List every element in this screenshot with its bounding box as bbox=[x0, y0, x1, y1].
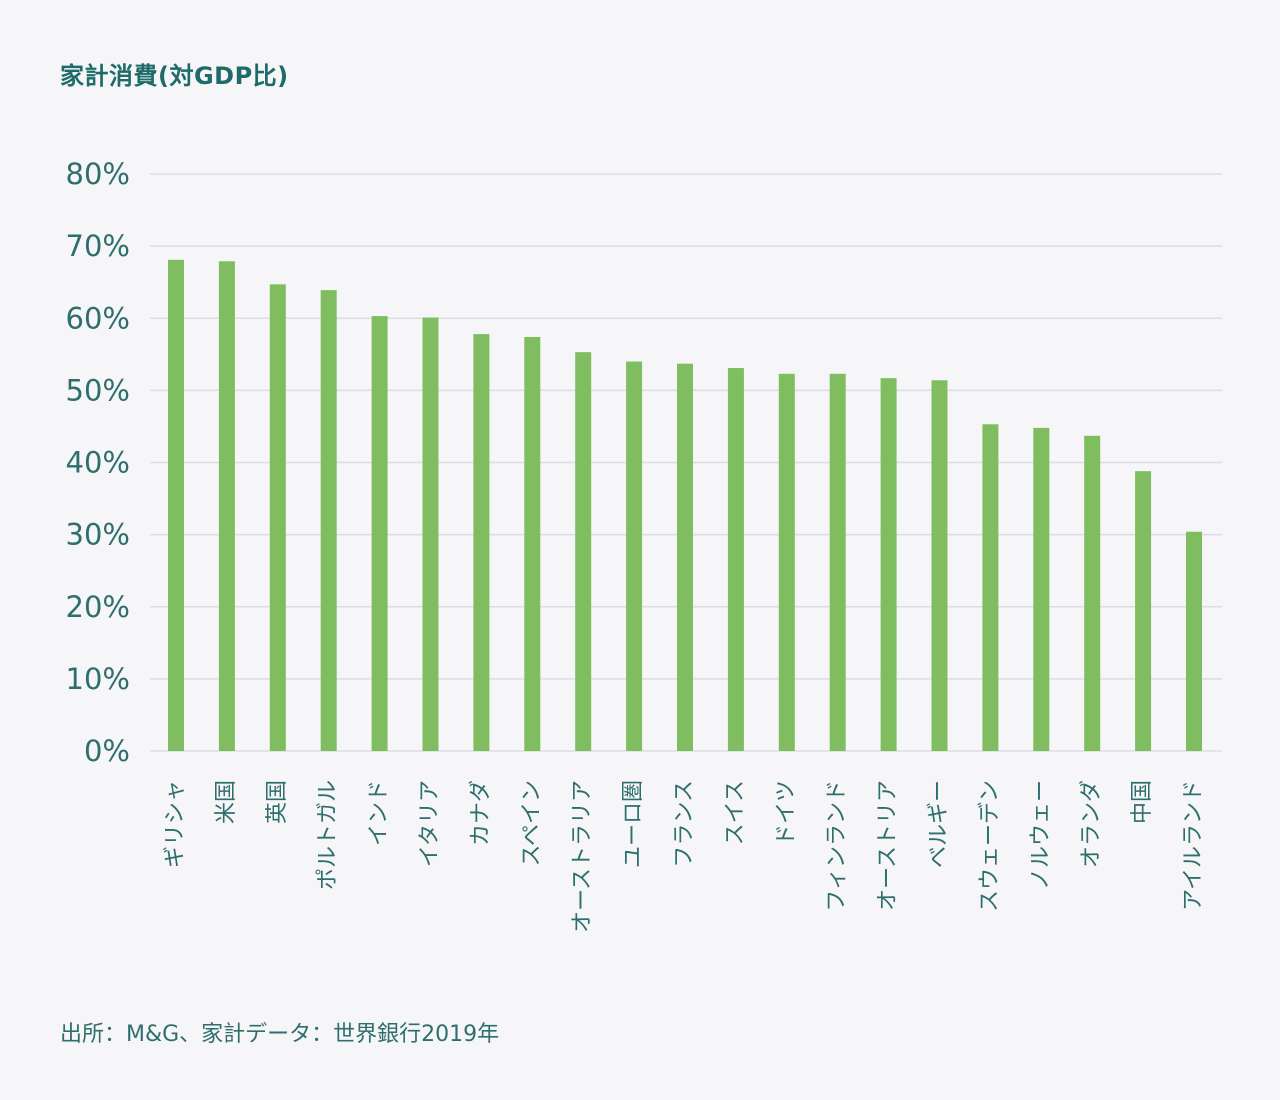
x-tick-label: 中国 bbox=[1130, 780, 1155, 824]
x-tick-label: ギリシャ bbox=[163, 780, 188, 868]
x-tick-label: ポルトガル bbox=[316, 780, 341, 890]
x-tick-label: フランス bbox=[672, 780, 697, 868]
x-tick-label: 米国 bbox=[214, 780, 239, 824]
x-axis-tick-labels: ギリシャ 米国 英国 ポルトガル インド イタリア カナダ スペイン オーストラリア ユーロ圏 フラ… bbox=[163, 780, 1206, 933]
x-tick-label: イタリア bbox=[418, 780, 443, 867]
bar bbox=[982, 424, 999, 751]
y-tick-label: 50% bbox=[66, 373, 130, 407]
y-tick-label: 70% bbox=[66, 229, 130, 263]
bar bbox=[371, 316, 388, 751]
bar bbox=[269, 284, 286, 751]
x-tick-label: 英国 bbox=[265, 780, 290, 824]
x-tick-label: オランダ bbox=[1079, 780, 1104, 868]
x-tick-label: スウェーデン bbox=[977, 780, 1002, 912]
x-tick-label: インド bbox=[367, 780, 392, 846]
bar bbox=[727, 368, 744, 751]
bar bbox=[320, 290, 337, 751]
bar bbox=[626, 361, 643, 751]
y-tick-label: 60% bbox=[66, 301, 130, 335]
y-tick-label: 80% bbox=[66, 157, 130, 191]
x-tick-label: フィンランド bbox=[825, 780, 850, 912]
y-tick-label: 20% bbox=[66, 590, 130, 624]
x-tick-label: オーストリア bbox=[876, 780, 901, 911]
y-tick-label: 30% bbox=[66, 518, 130, 552]
bar-chart: 0% 10% 20% 30% 40% 50% 60% 70% 80% ギリシャ 米国 英国 ポルトガル… bbox=[66, 157, 1222, 933]
x-tick-label: ユーロ圏 bbox=[621, 780, 646, 868]
bar bbox=[677, 363, 693, 751]
x-tick-label: ノルウェー bbox=[1028, 780, 1053, 890]
bar bbox=[218, 261, 235, 751]
x-tick-label: スイス bbox=[723, 780, 748, 845]
bar bbox=[524, 337, 541, 751]
x-tick-label: アイルランド bbox=[1181, 780, 1206, 911]
x-tick-label: スペイン bbox=[519, 780, 544, 866]
bars bbox=[168, 259, 1202, 751]
y-tick-label: 40% bbox=[66, 446, 130, 480]
bar bbox=[575, 352, 592, 751]
chart-title: 家計消費(対GDP比) bbox=[60, 62, 289, 90]
y-tick-label: 10% bbox=[66, 662, 130, 696]
x-tick-label: ドイツ bbox=[774, 780, 799, 846]
x-tick-label: オーストラリア bbox=[570, 780, 595, 933]
y-axis-tick-labels: 0% 10% 20% 30% 40% 50% 60% 70% 80% bbox=[66, 157, 130, 768]
bar bbox=[168, 259, 184, 751]
bar bbox=[829, 373, 846, 751]
bar bbox=[1033, 427, 1050, 751]
bar bbox=[473, 334, 490, 751]
bar bbox=[1135, 471, 1152, 751]
bar bbox=[422, 317, 439, 751]
bar bbox=[931, 380, 948, 751]
bar bbox=[1084, 435, 1101, 751]
bar bbox=[880, 378, 897, 751]
bar bbox=[778, 373, 795, 751]
y-tick-label: 0% bbox=[84, 734, 130, 768]
bar bbox=[1186, 531, 1202, 751]
x-tick-label: カナダ bbox=[468, 780, 493, 846]
source-note: 出所：M&G、家計データ：世界銀行2019年 bbox=[60, 1022, 500, 1047]
x-tick-label: ベルギー bbox=[927, 780, 952, 868]
